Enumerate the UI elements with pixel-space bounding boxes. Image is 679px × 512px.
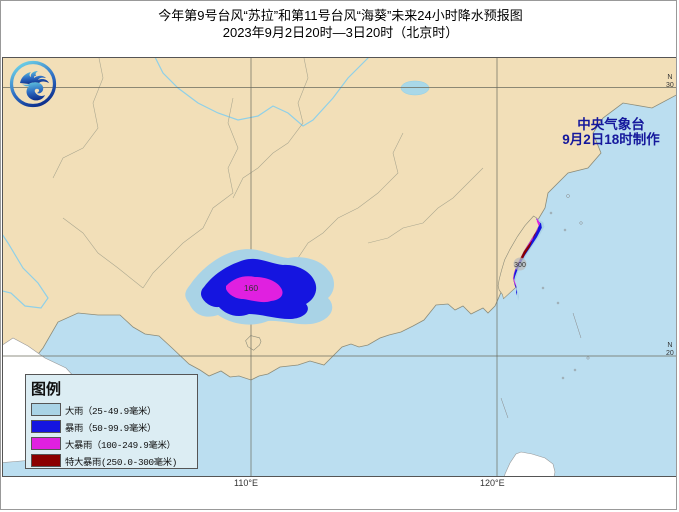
svg-text:160: 160 bbox=[244, 283, 258, 293]
svg-text:300: 300 bbox=[514, 262, 526, 269]
